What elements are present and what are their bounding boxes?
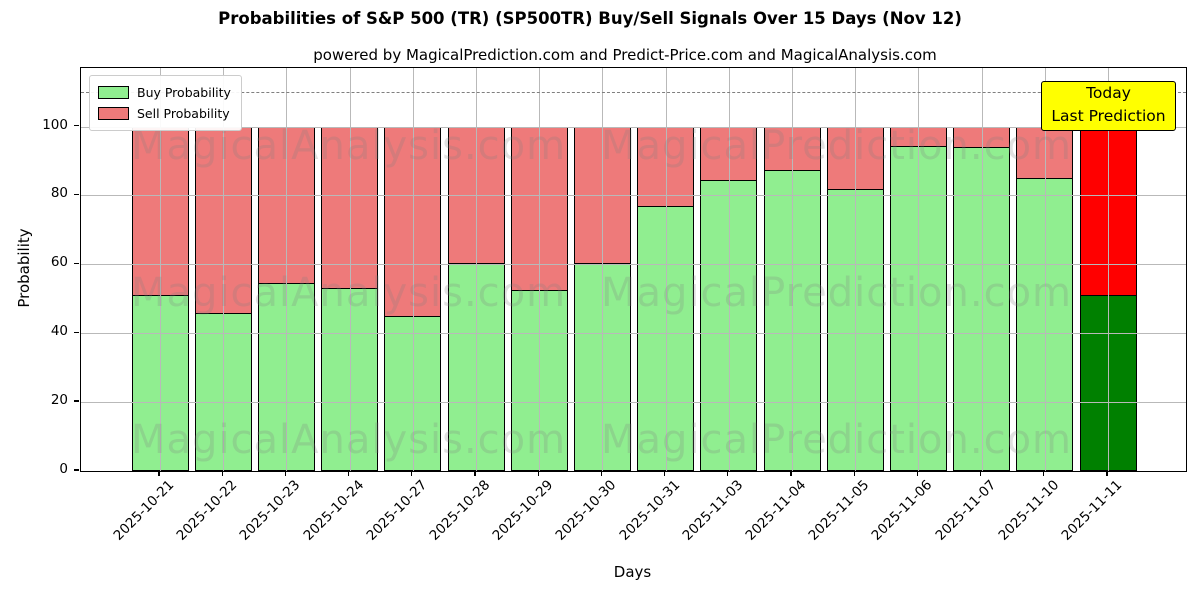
y-tick-label: 100 xyxy=(42,116,68,133)
today-annotation-line2: Last Prediction xyxy=(1051,107,1166,125)
legend: Buy Probability Sell Probability xyxy=(89,75,242,131)
x-axis-tick xyxy=(853,471,855,476)
y-tick-label: 40 xyxy=(50,323,68,340)
threshold-dashed-line xyxy=(81,92,1186,94)
vertical-gridline xyxy=(349,68,351,471)
x-axis-tick xyxy=(916,471,919,476)
x-axis-tick xyxy=(411,471,413,476)
y-axis-tick xyxy=(74,262,79,265)
x-axis-tick xyxy=(727,471,729,476)
watermark: MagicalPrediction.com xyxy=(601,417,1072,463)
vertical-gridline xyxy=(792,68,793,471)
legend-buy-label: Buy Probability xyxy=(137,85,231,100)
x-tick-label: 2025-11-06 xyxy=(868,477,936,544)
vertical-gridline xyxy=(602,68,604,471)
chart-subtitle: powered by MagicalPrediction.com and Pre… xyxy=(313,46,937,64)
legend-sell-label: Sell Probability xyxy=(137,106,230,121)
x-axis-tick xyxy=(663,471,666,476)
sell-swatch-icon xyxy=(98,107,129,120)
y-tick-label: 80 xyxy=(50,185,68,202)
x-tick-label: 2025-11-07 xyxy=(932,477,999,544)
x-axis-tick xyxy=(600,471,603,476)
x-tick-label: 2025-10-29 xyxy=(489,477,557,544)
vertical-gridline xyxy=(412,68,414,471)
x-axis-label: Days xyxy=(613,563,652,581)
horizontal-gridline xyxy=(81,126,1186,128)
plot-area: Buy Probability Sell Probability Today L… xyxy=(80,67,1187,472)
vertical-gridline xyxy=(918,68,920,471)
x-axis-tick xyxy=(537,471,539,476)
x-tick-label: 2025-11-11 xyxy=(1058,477,1126,544)
vertical-gridline xyxy=(286,68,288,471)
vertical-gridline xyxy=(1044,68,1046,471)
vertical-gridline xyxy=(1108,68,1109,471)
y-axis-tick xyxy=(74,193,79,196)
today-annotation: Today Last Prediction xyxy=(1041,81,1176,131)
vertical-gridline xyxy=(476,68,477,471)
x-axis-tick xyxy=(790,471,792,476)
x-tick-label: 2025-10-27 xyxy=(363,477,431,544)
buy-swatch-icon xyxy=(98,86,129,99)
vertical-gridline xyxy=(855,68,857,471)
horizontal-gridline xyxy=(81,264,1186,266)
legend-item-sell: Sell Probability xyxy=(98,103,231,124)
x-tick-label: 2025-10-24 xyxy=(300,477,367,544)
y-tick-label: 20 xyxy=(50,392,68,409)
x-tick-label: 2025-11-05 xyxy=(805,477,873,544)
horizontal-gridline xyxy=(81,195,1186,197)
chart-title: Probabilities of S&P 500 (TR) (SP500TR) … xyxy=(218,9,962,28)
y-tick-label: 60 xyxy=(50,254,68,271)
x-tick-label: 2025-11-10 xyxy=(995,477,1063,544)
x-tick-label: 2025-11-03 xyxy=(679,477,747,544)
x-tick-label: 2025-10-22 xyxy=(173,477,241,544)
horizontal-gridline xyxy=(81,402,1186,404)
x-axis-tick xyxy=(284,471,287,476)
vertical-gridline xyxy=(665,68,667,471)
y-axis-tick xyxy=(74,400,79,402)
x-axis-tick xyxy=(474,471,476,476)
x-tick-label: 2025-10-21 xyxy=(110,477,178,544)
x-axis-tick xyxy=(221,471,223,476)
x-tick-label: 2025-10-23 xyxy=(236,477,304,544)
x-axis-tick xyxy=(347,471,350,476)
x-axis-tick xyxy=(1106,471,1108,476)
x-tick-label: 2025-10-30 xyxy=(552,477,620,544)
vertical-gridline xyxy=(223,68,225,471)
y-axis-tick xyxy=(74,124,79,127)
watermark: MagicalAnalysis.com xyxy=(131,417,567,463)
vertical-gridline xyxy=(981,68,983,471)
watermark: MagicalPrediction.com xyxy=(601,270,1072,316)
y-axis-tick xyxy=(74,469,79,471)
watermark: MagicalPrediction.com xyxy=(601,123,1072,169)
x-tick-label: 2025-10-28 xyxy=(426,477,494,544)
x-tick-label: 2025-10-31 xyxy=(616,477,683,544)
x-tick-label: 2025-11-04 xyxy=(742,477,810,544)
vertical-gridline xyxy=(539,68,541,471)
y-tick-label: 0 xyxy=(59,461,68,477)
x-axis-tick xyxy=(979,471,982,476)
x-axis-tick xyxy=(1043,471,1045,476)
vertical-gridline xyxy=(160,68,161,471)
watermark: MagicalAnalysis.com xyxy=(131,270,567,316)
y-axis-tick xyxy=(74,331,79,333)
today-annotation-line1: Today xyxy=(1086,84,1131,102)
legend-item-buy: Buy Probability xyxy=(98,82,231,103)
vertical-gridline xyxy=(728,68,730,471)
horizontal-gridline xyxy=(81,333,1186,335)
x-axis-tick xyxy=(158,471,160,476)
